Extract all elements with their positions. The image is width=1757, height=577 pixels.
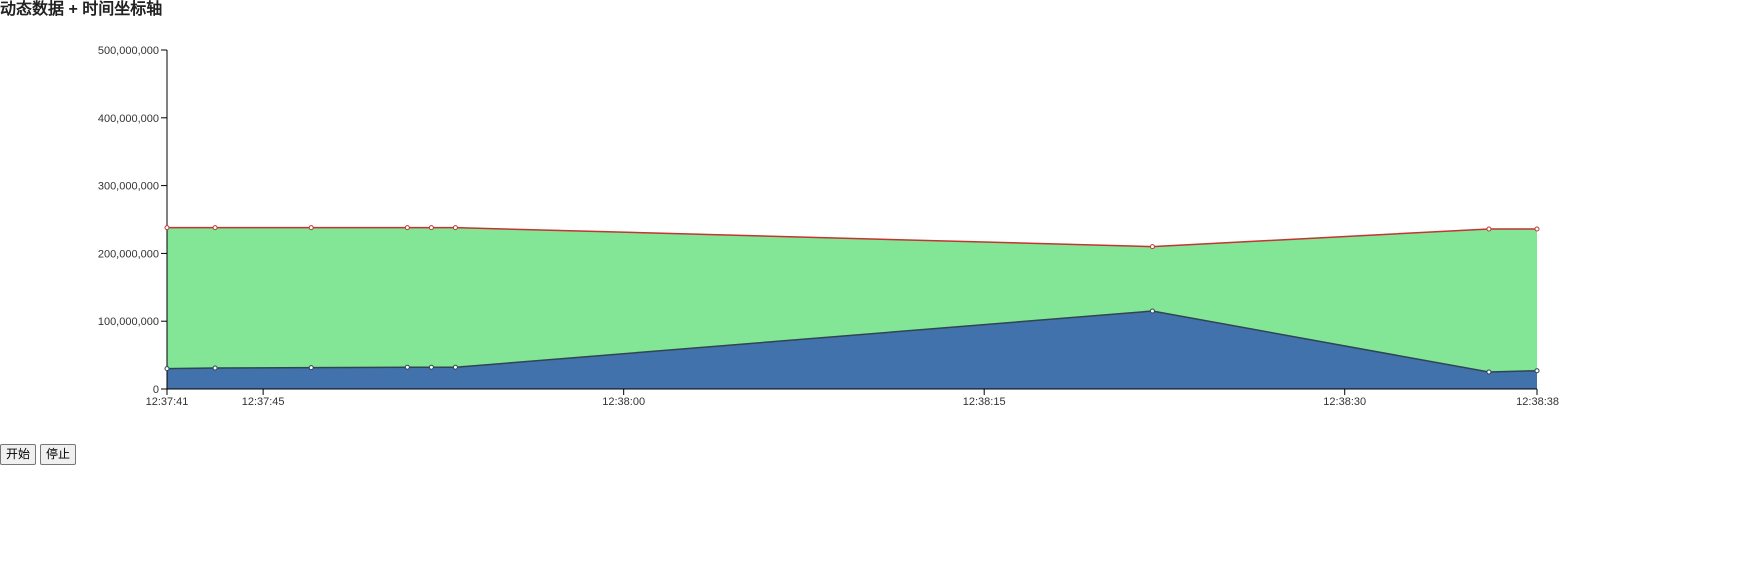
points-layer <box>164 225 1540 375</box>
series-0-point-4 <box>428 364 434 370</box>
series-0-point-2 <box>308 365 314 371</box>
x-tick-label-4: 12:38:30 <box>1323 396 1366 408</box>
y-tick-label-0: 0 <box>153 384 159 396</box>
axes-layer: 0 100,000,000 200,000,000 300,000,000 400,00… <box>98 45 1559 408</box>
x-tick-label-1: 12:37:45 <box>242 396 285 408</box>
series-1-point-6 <box>1149 244 1155 250</box>
series-1-point-4 <box>428 225 434 231</box>
series-1-point-5 <box>452 225 458 231</box>
series-0-point-6 <box>1149 308 1155 314</box>
series-1-area <box>167 227 1537 373</box>
x-tick-label-0: 12:37:41 <box>146 396 189 408</box>
y-tick-label-5: 500,000,000 <box>98 45 159 57</box>
x-tick-label-3: 12:38:15 <box>963 396 1006 408</box>
page-title: 动态数据 + 时间坐标轴 <box>0 1 163 18</box>
series-0-point-3 <box>404 364 410 370</box>
y-tick-label-2: 200,000,000 <box>98 248 159 260</box>
series-1-point-7 <box>1486 226 1492 232</box>
stop-button[interactable]: 停止 <box>40 444 77 465</box>
series-0-point-1 <box>212 365 218 371</box>
series-1-point-0 <box>164 225 170 231</box>
series-0-point-7 <box>1486 369 1492 375</box>
y-tick-label-3: 300,000,000 <box>98 181 159 193</box>
y-tick-label-4: 400,000,000 <box>98 113 159 125</box>
controls: 开始 停止 <box>0 444 77 465</box>
series-1-point-2 <box>308 225 314 231</box>
series-0-point-0 <box>164 366 170 372</box>
series-1-point-3 <box>404 225 410 231</box>
x-tick-label-5: 12:38:38 <box>1516 396 1559 408</box>
series-1-point-1 <box>212 225 218 231</box>
start-button[interactable]: 开始 <box>0 444 37 465</box>
series-0-point-8 <box>1534 368 1540 374</box>
series-1-point-8 <box>1534 226 1540 232</box>
x-tick-label-2: 12:38:00 <box>602 396 645 408</box>
series-0-area <box>167 311 1537 389</box>
y-tick-label-1: 100,000,000 <box>98 316 159 328</box>
areas-layer <box>167 227 1537 389</box>
series-0-point-5 <box>452 364 458 370</box>
